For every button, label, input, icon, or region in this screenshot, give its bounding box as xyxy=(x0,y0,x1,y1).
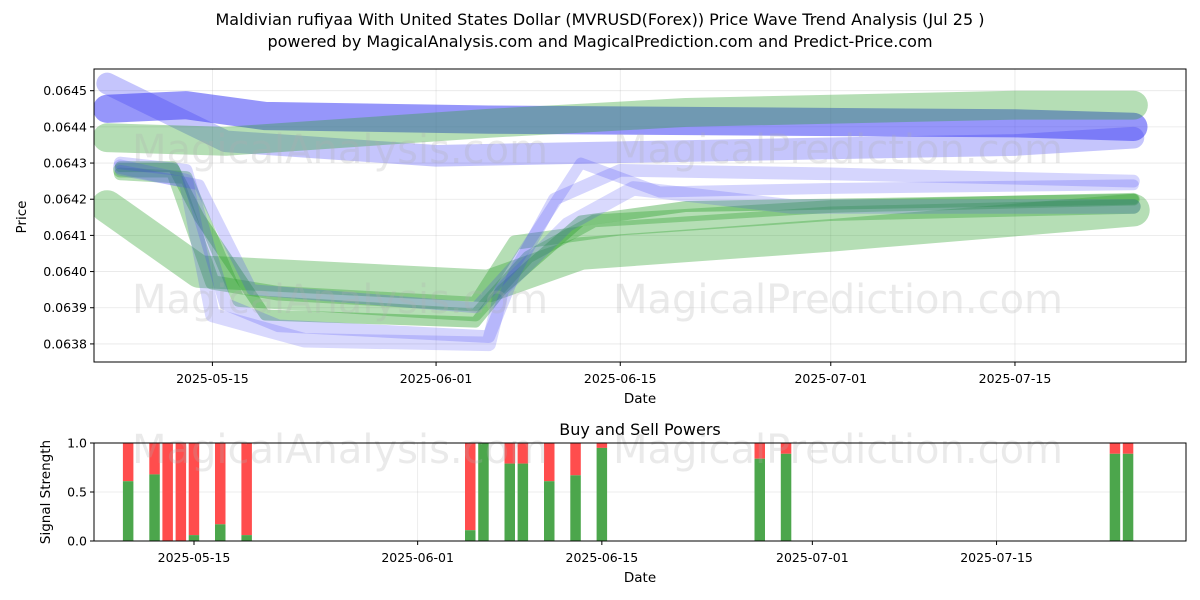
buy-bar xyxy=(122,481,134,541)
wave-band-blue-mid-3 xyxy=(114,157,1139,314)
buy-bar xyxy=(570,475,581,541)
power-ytick-label: 0.5 xyxy=(67,485,87,500)
power-ytick-label: 0.0 xyxy=(67,534,87,549)
price-ytick-label: 0.0640 xyxy=(43,264,87,279)
wave-band-blue-wide-upper xyxy=(94,91,1148,142)
watermark-prediction-mid: MagicalPrediction.com xyxy=(613,277,1063,323)
price-y-ticks: 0.0638 0.0639 0.0640 0.0641 0.0642 0.0643 0.06… xyxy=(43,83,94,351)
sell-bar xyxy=(149,443,160,475)
chart-title-line2: powered by MagicalAnalysis.com and Magic… xyxy=(267,32,932,51)
price-xtick-label: 2025-06-15 xyxy=(584,371,657,386)
power-xtick-label: 2025-07-15 xyxy=(960,550,1033,565)
wave-band-green-wide-lower xyxy=(94,190,1150,303)
sell-bar xyxy=(544,443,555,482)
sell-bar xyxy=(122,443,134,482)
power-x-label: Date xyxy=(624,570,656,586)
wave-band-blue-mid-2 xyxy=(113,159,1141,352)
power-x-ticks: 2025-05-15 2025-06-01 2025-06-15 2025-07-01… xyxy=(158,541,1033,565)
sell-bar xyxy=(215,443,226,525)
price-plot-frame xyxy=(93,68,1187,363)
price-y-label: Price xyxy=(14,201,30,234)
wave-band-green-mid-1 xyxy=(113,163,1141,312)
buy-bar xyxy=(517,463,529,541)
price-xtick-label: 2025-05-15 xyxy=(176,371,249,386)
buy-bar xyxy=(478,443,489,541)
price-waves xyxy=(94,72,1150,352)
price-ytick-label: 0.0642 xyxy=(43,192,87,207)
buy-bar xyxy=(596,447,608,541)
wave-band-green-wide-upper xyxy=(94,90,1148,156)
power-bars xyxy=(122,443,1134,541)
price-ytick-label: 0.0645 xyxy=(43,83,87,98)
sell-bar xyxy=(175,443,187,541)
power-y-ticks: 0.0 0.5 1.0 xyxy=(67,436,94,549)
watermark-prediction-top: MagicalPrediction.com xyxy=(613,127,1063,173)
watermark-analysis-mid: MagicalAnalysis.com xyxy=(132,277,548,323)
buy-bar xyxy=(188,535,200,541)
buy-bar xyxy=(149,474,160,541)
price-ytick-label: 0.0638 xyxy=(43,336,87,351)
sell-bar xyxy=(162,443,173,541)
price-ytick-label: 0.0639 xyxy=(43,300,87,315)
price-xtick-label: 2025-06-01 xyxy=(400,371,473,386)
sell-bar xyxy=(465,443,476,531)
buy-bar xyxy=(1109,453,1121,541)
price-xtick-label: 2025-07-01 xyxy=(794,371,867,386)
price-x-ticks: 2025-05-15 2025-06-01 2025-06-15 2025-07-01… xyxy=(176,362,1051,386)
buy-bar xyxy=(754,458,765,541)
sell-bar xyxy=(517,443,529,464)
buy-bar xyxy=(1122,453,1134,541)
buy-bar xyxy=(504,463,515,541)
wave-band-blue-mid-1 xyxy=(113,156,1140,344)
price-ytick-label: 0.0641 xyxy=(43,228,87,243)
wave-band-blue-wide-upper-2 xyxy=(96,72,1145,167)
buy-bar xyxy=(241,535,252,541)
sell-bar xyxy=(504,443,515,464)
buy-bar xyxy=(544,481,555,541)
price-x-label: Date xyxy=(624,391,656,407)
sell-bar xyxy=(1109,443,1121,454)
sell-bar xyxy=(188,443,200,536)
sell-bar xyxy=(241,443,252,536)
watermark-analysis-top: MagicalAnalysis.com xyxy=(132,127,548,173)
wave-band-teal-mid-3 xyxy=(114,161,1139,328)
power-xtick-label: 2025-06-01 xyxy=(381,550,454,565)
power-xtick-label: 2025-06-15 xyxy=(566,550,639,565)
price-xtick-label: 2025-07-15 xyxy=(979,371,1052,386)
watermark-analysis-bottom: MagicalAnalysis.com xyxy=(132,427,548,473)
buy-bar xyxy=(465,530,476,541)
power-panel: Buy and Sell Powers MagicalAnalysis.com … xyxy=(38,420,1187,586)
price-ytick-label: 0.0643 xyxy=(43,156,87,171)
sell-bar xyxy=(754,443,765,459)
sell-bar xyxy=(596,443,608,448)
power-xtick-label: 2025-05-15 xyxy=(158,550,231,565)
power-y-label: Signal Strength xyxy=(38,440,54,544)
sell-bar xyxy=(570,443,581,476)
chart-title-line1: Maldivian rufiyaa With United States Dol… xyxy=(216,10,985,29)
price-ytick-label: 0.0644 xyxy=(43,119,87,134)
sell-bar xyxy=(1122,443,1134,454)
power-title: Buy and Sell Powers xyxy=(559,420,721,439)
power-xtick-label: 2025-07-01 xyxy=(776,550,849,565)
buy-bar xyxy=(215,524,226,541)
price-panel: MagicalAnalysis.com MagicalPrediction.co… xyxy=(14,68,1187,407)
power-plot-area xyxy=(94,443,1186,541)
watermark-prediction-bottom: MagicalPrediction.com xyxy=(613,427,1063,473)
power-ytick-label: 1.0 xyxy=(67,436,87,451)
sell-bar xyxy=(780,443,792,454)
buy-bar xyxy=(780,453,792,541)
wave-band-green-mid-2 xyxy=(113,167,1140,322)
